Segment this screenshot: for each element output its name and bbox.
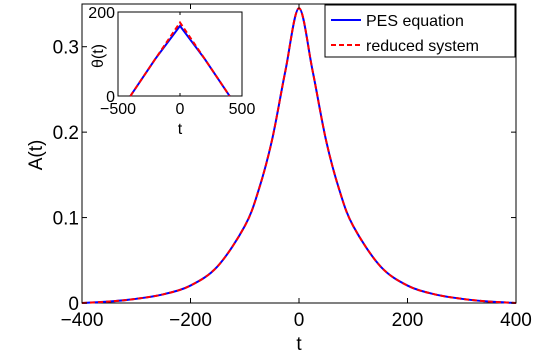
- inset-x-tick-label: 0: [176, 101, 185, 118]
- main-x-tick-label: −400: [61, 310, 104, 331]
- inset-series-group: [129, 20, 231, 97]
- inset-x-tick-label: 500: [229, 101, 256, 118]
- main-y-tick-label: 0.1: [53, 209, 79, 230]
- inset-y-axis-label: θ(t): [90, 44, 107, 68]
- main-x-tick-label: 400: [500, 310, 532, 331]
- legend-label-pes: PES equation: [366, 13, 464, 30]
- inset-y-tick-label: 200: [88, 5, 115, 22]
- inset-series-reduced-system-line: [129, 20, 231, 97]
- main-y-axis-label: A(t): [26, 140, 47, 171]
- main-x-tick-label: 200: [392, 310, 424, 331]
- main-x-tick-label: −200: [169, 310, 212, 331]
- legend-box: [324, 4, 516, 58]
- main-y-tick-label: 0.3: [53, 38, 79, 59]
- inset-y-tick-label: 0: [106, 89, 115, 106]
- main-x-axis-label: t: [296, 334, 302, 355]
- main-x-tick-label: 0: [294, 310, 305, 331]
- inset-x-axis-label: t: [178, 121, 183, 138]
- main-y-tick-label: 0: [68, 294, 79, 315]
- main-ticks: −400 −200 0 200 400 0 0.1 0.2 0.3: [53, 4, 532, 331]
- legend: PES equation reduced system: [324, 4, 516, 58]
- legend-label-reduced: reduced system: [366, 38, 479, 55]
- main-y-tick-label: 0.2: [53, 123, 79, 144]
- inset-x-tick-label: −500: [100, 101, 136, 118]
